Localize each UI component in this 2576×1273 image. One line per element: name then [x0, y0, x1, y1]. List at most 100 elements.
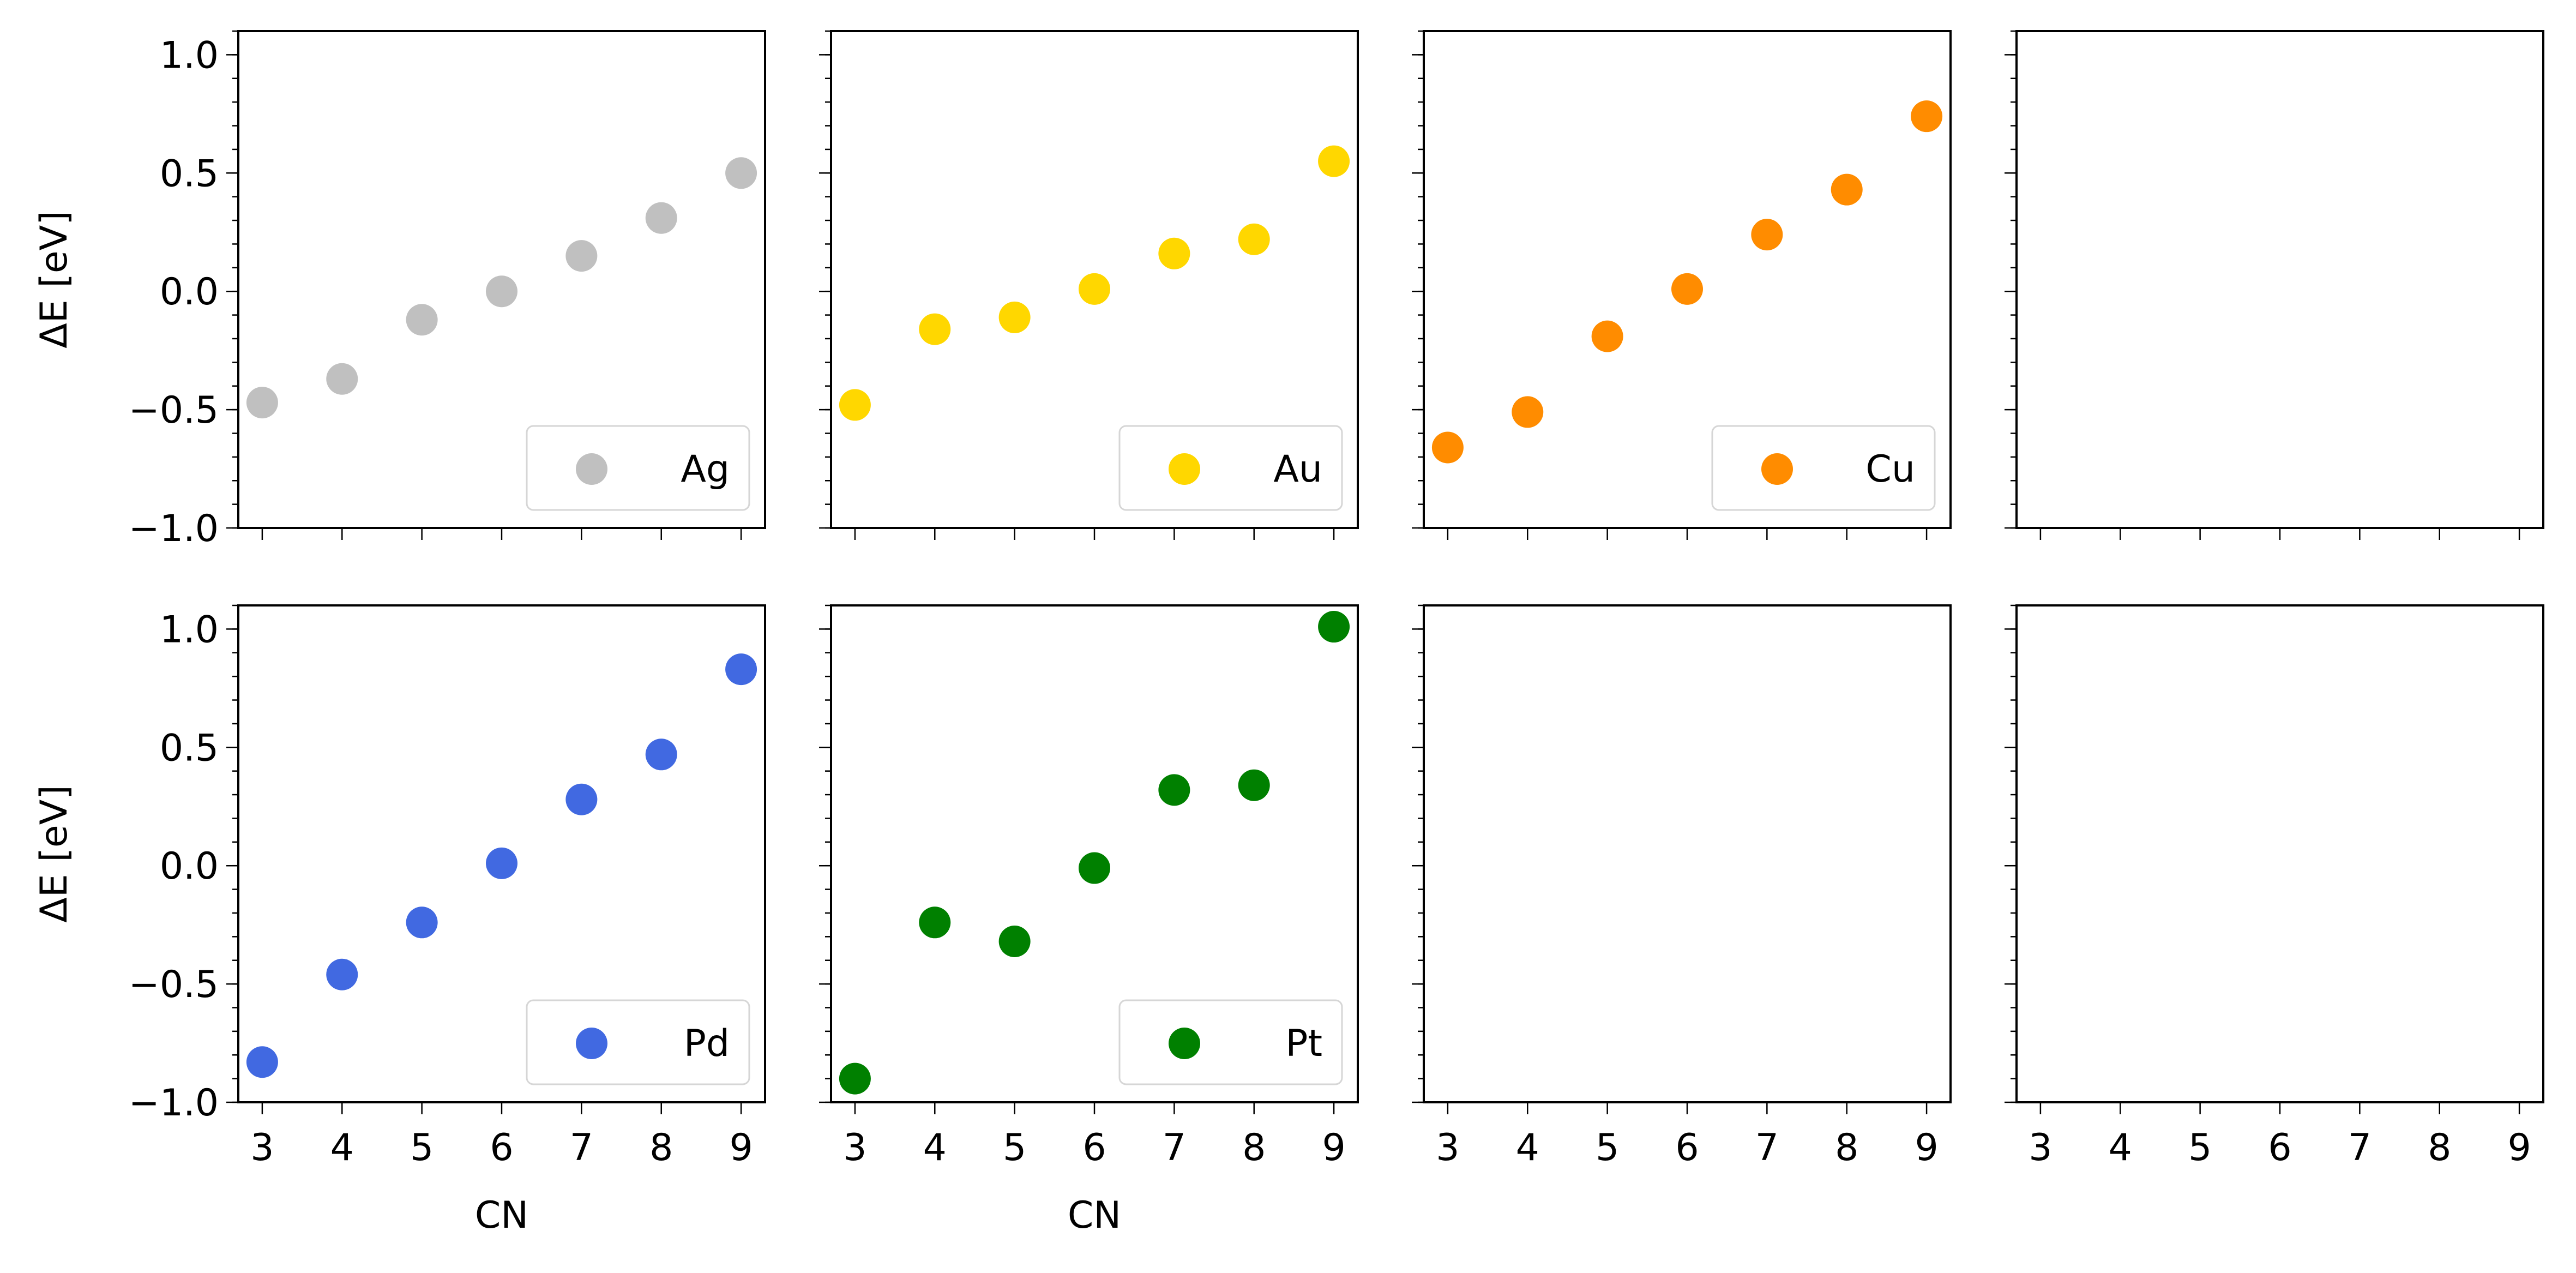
x-tick-label: 6: [2268, 1126, 2291, 1169]
axes-frame: [1423, 604, 1952, 1103]
x-tick-label: 5: [1003, 1126, 1026, 1169]
legend-frame: [1711, 425, 1936, 511]
y-tick-label: 0.5: [160, 152, 219, 195]
legend-marker: [576, 1028, 607, 1059]
x-tick-label: 3: [1436, 1126, 1459, 1169]
legend: Au: [1118, 425, 1343, 511]
legend-frame: [1118, 999, 1343, 1085]
x-tick-label: 6: [1082, 1126, 1106, 1169]
legend-label: Pt: [1285, 1022, 1322, 1065]
data-point: [839, 389, 871, 421]
x-tick-label: 8: [649, 1126, 673, 1169]
x-tick-label: 3: [843, 1126, 866, 1169]
x-tick-label: 7: [1163, 1126, 1186, 1169]
legend: Cu: [1711, 425, 1936, 511]
x-tick-label: 4: [330, 1126, 354, 1169]
axes-frame: [237, 604, 766, 1103]
legend-label: Ag: [681, 448, 730, 491]
x-tick-label: 8: [2428, 1126, 2451, 1169]
axes-frame: [2015, 30, 2544, 529]
x-tick-label: 5: [1596, 1126, 1619, 1169]
y-tick-label: 0.0: [160, 845, 219, 888]
data-point: [565, 783, 598, 815]
x-tick-label: 7: [570, 1126, 593, 1169]
data-point: [645, 738, 677, 771]
data-point: [1911, 100, 1943, 133]
data-point: [406, 304, 438, 336]
subplot-5: 1.0 0.5 0.0 −0.5 −1.0 3 4 5 6 7 8 9 Pd: [129, 604, 766, 1169]
data-point: [1831, 173, 1863, 206]
x-axis-label: CN: [475, 1194, 528, 1237]
axes-frame: [830, 604, 1359, 1103]
subplot-4: [2005, 30, 2544, 540]
subplot-1: 1.0 0.5 0.0 −0.5 −1.0 Ag: [129, 30, 766, 550]
data-point: [1512, 396, 1544, 428]
y-tick-label: 1.0: [160, 608, 219, 651]
data-point: [1591, 320, 1623, 352]
y-tick-label: −0.5: [129, 389, 219, 432]
y-tick-label: −1.0: [129, 507, 219, 550]
data-point: [486, 275, 517, 308]
legend-label: Pd: [684, 1022, 730, 1065]
y-axis-label: ΔE [eV]: [33, 211, 76, 349]
x-axis-label: CN: [1068, 1194, 1121, 1237]
data-point: [326, 363, 358, 395]
legend: Pd: [526, 999, 750, 1085]
data-point: [1238, 223, 1270, 255]
data-point: [919, 906, 951, 939]
data-point: [919, 313, 951, 345]
y-tick-label: 0.5: [160, 726, 219, 770]
axes-frame: [237, 30, 766, 529]
y-tick-label: 0.0: [160, 271, 219, 314]
data-point: [725, 653, 757, 686]
data-point: [1079, 273, 1110, 305]
x-tick-label: 8: [1835, 1126, 1858, 1169]
y-axis-label: ΔE [eV]: [33, 785, 76, 923]
x-tick-label: 6: [490, 1126, 513, 1169]
legend-label: Au: [1273, 448, 1322, 491]
x-tick-label: 9: [1322, 1126, 1345, 1169]
data-point: [406, 906, 438, 939]
data-point: [998, 926, 1031, 958]
x-tick-label: 7: [1755, 1126, 1779, 1169]
data-point: [1318, 611, 1350, 643]
data-point: [246, 387, 278, 419]
data-point: [1238, 769, 1270, 801]
x-tick-label: 9: [1915, 1126, 1938, 1169]
legend-frame: [1118, 425, 1343, 511]
data-point: [1079, 852, 1110, 884]
axes-frame: [2015, 604, 2544, 1103]
data-point: [1751, 219, 1783, 251]
y-tick-label: −1.0: [129, 1082, 219, 1125]
x-tick-label: 5: [410, 1126, 434, 1169]
subplot-6: 3 4 5 6 7 8 9 Pt: [819, 604, 1359, 1169]
data-point: [725, 157, 757, 189]
axes-frame: [830, 30, 1359, 529]
x-tick-label: 3: [250, 1126, 274, 1169]
legend-marker: [1169, 453, 1200, 485]
data-point: [998, 301, 1031, 333]
data-point: [246, 1046, 278, 1078]
subplot-8: 3 4 5 6 7 8 9: [2005, 604, 2544, 1169]
legend: Ag: [526, 425, 750, 511]
data-point: [839, 1062, 871, 1095]
data-point: [1671, 273, 1703, 305]
legend-marker: [1169, 1028, 1200, 1059]
data-point: [1318, 145, 1350, 177]
legend-frame: [526, 999, 750, 1085]
legend: Pt: [1118, 999, 1343, 1085]
x-tick-label: 4: [1516, 1126, 1539, 1169]
x-tick-label: 6: [1675, 1126, 1699, 1169]
data-point: [645, 202, 677, 234]
axes-frame: [1423, 30, 1952, 529]
x-tick-label: 4: [923, 1126, 947, 1169]
x-tick-label: 9: [2507, 1126, 2531, 1169]
data-point: [1431, 431, 1464, 464]
x-tick-label: 4: [2109, 1126, 2132, 1169]
y-tick-label: −0.5: [129, 963, 219, 1006]
legend-frame: [526, 425, 750, 511]
x-tick-label: 3: [2029, 1126, 2052, 1169]
x-tick-label: 9: [729, 1126, 753, 1169]
subplot-3: Cu: [1412, 30, 1952, 540]
